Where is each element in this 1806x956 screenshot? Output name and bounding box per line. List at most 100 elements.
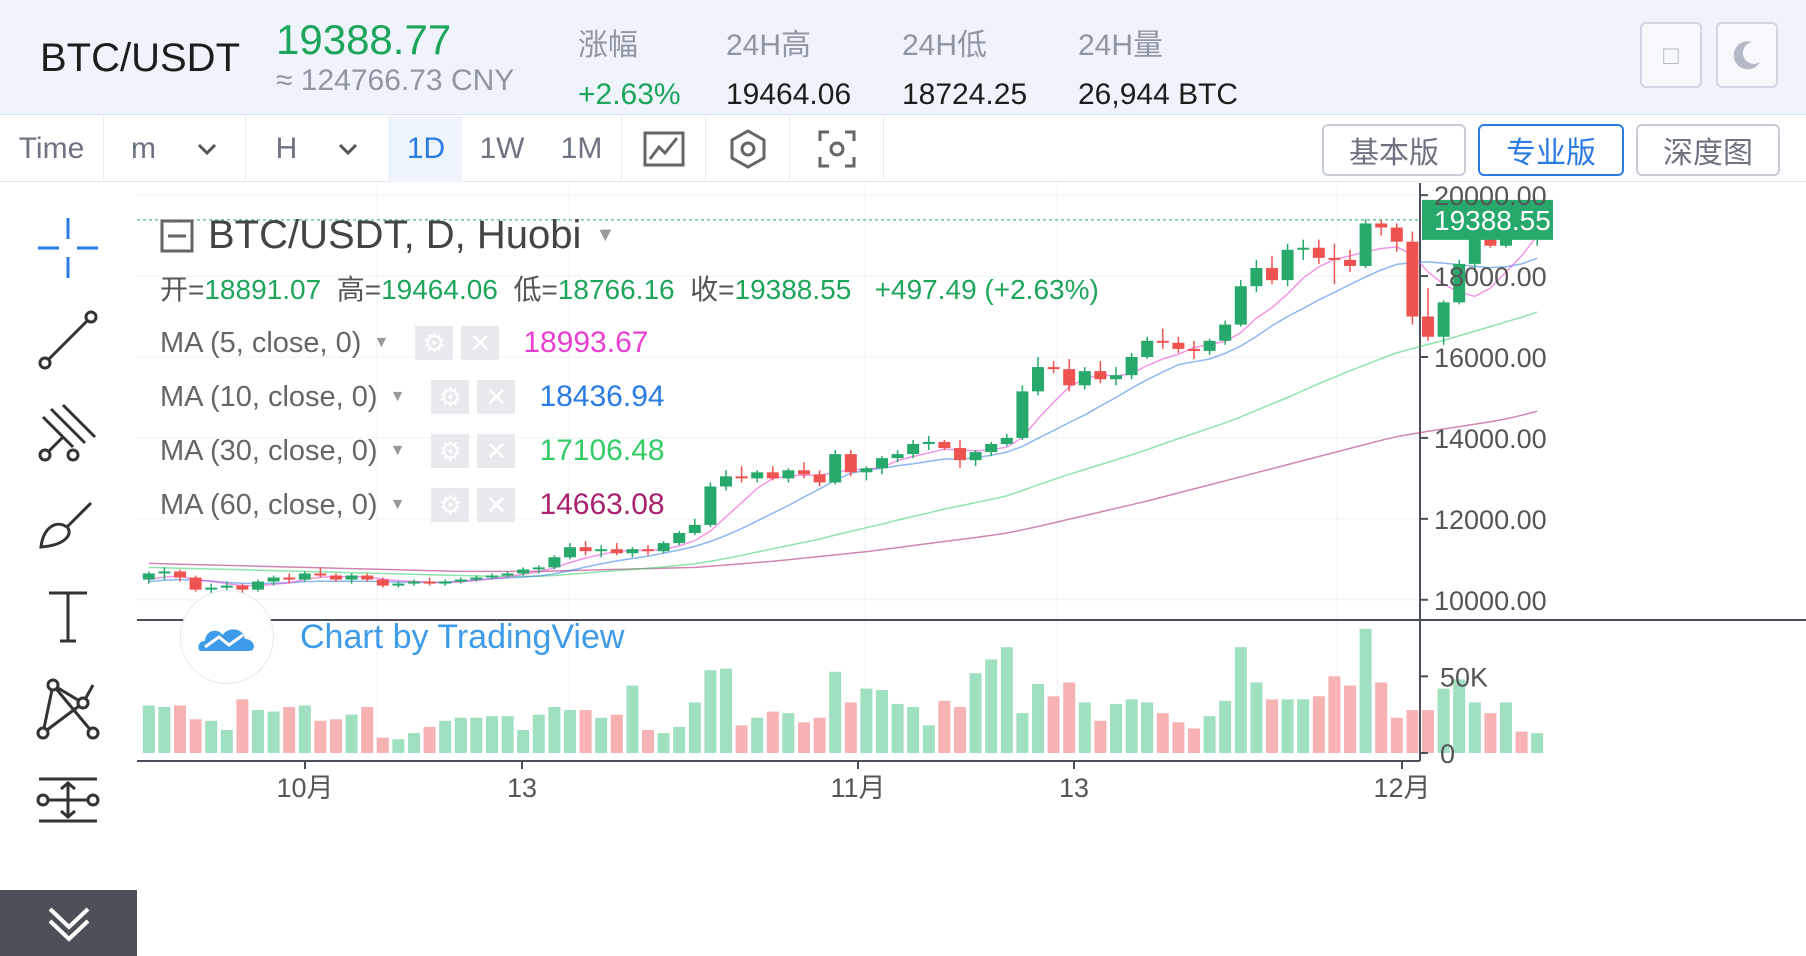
candle-body bbox=[907, 443, 920, 455]
gear-icon[interactable]: ⚙ bbox=[431, 488, 470, 522]
candle-body bbox=[454, 579, 467, 582]
volume-bar bbox=[954, 707, 966, 753]
volume-bar bbox=[189, 719, 202, 753]
chart-legend: BTC/USDT, D, Huobi ▼ 开=18891.07 高=19464.… bbox=[160, 213, 1099, 308]
hour-dropdown[interactable]: H bbox=[246, 116, 390, 182]
candle-body bbox=[751, 472, 764, 479]
fork-tool[interactable] bbox=[30, 397, 106, 467]
stat-24h-volume: 24H量 26,944 BTC bbox=[1078, 20, 1238, 112]
time-label: Time bbox=[0, 116, 104, 182]
volume-bar bbox=[1000, 647, 1013, 753]
candle-body bbox=[1344, 259, 1356, 266]
interval-1w[interactable]: 1W bbox=[479, 132, 525, 165]
volume-bar bbox=[688, 702, 701, 753]
ma5-line bbox=[148, 235, 1538, 587]
camera-icon bbox=[818, 130, 855, 168]
close-icon[interactable]: ✕ bbox=[477, 434, 516, 468]
tradingview-watermark[interactable]: Chart by TradingView bbox=[180, 590, 624, 684]
volume-bar bbox=[532, 714, 545, 753]
stat-24h-low: 24H低 18724.25 bbox=[902, 20, 1027, 112]
collapse-legend-icon[interactable] bbox=[160, 219, 194, 253]
crosshair-tool[interactable] bbox=[30, 213, 106, 283]
cny-price: ≈ 124766.73 CNY bbox=[276, 64, 515, 97]
basic-version-button[interactable]: 基本版 bbox=[1322, 124, 1466, 176]
volume-bar bbox=[1312, 696, 1325, 753]
chevron-down-icon[interactable]: ▼ bbox=[595, 224, 616, 246]
volume-bar bbox=[1188, 728, 1200, 753]
volume-bar bbox=[782, 713, 795, 753]
volume-bar bbox=[564, 710, 576, 753]
chevron-down-icon[interactable]: ▼ bbox=[389, 442, 406, 459]
close-icon[interactable]: ✕ bbox=[477, 488, 516, 522]
double-chevron-down-icon bbox=[48, 907, 89, 942]
crosshair-icon bbox=[38, 218, 98, 278]
gear-icon[interactable]: ⚙ bbox=[431, 434, 470, 468]
volume-bar bbox=[673, 726, 686, 753]
volume-bar bbox=[735, 725, 748, 753]
time-tick-label: 13 bbox=[507, 773, 537, 803]
time-tick-label: 10月 bbox=[276, 773, 333, 803]
indicators-button[interactable] bbox=[622, 116, 706, 182]
chevron-down-icon[interactable]: ▼ bbox=[373, 334, 390, 351]
gear-icon[interactable]: ⚙ bbox=[415, 326, 454, 360]
candle-body bbox=[1406, 241, 1419, 317]
volume-bar bbox=[1266, 699, 1278, 753]
chevron-down-icon[interactable]: ▼ bbox=[389, 496, 406, 513]
volume-bar bbox=[376, 737, 389, 753]
candle-body bbox=[236, 585, 249, 590]
close-label: 收= bbox=[690, 274, 735, 305]
chevron-down-icon[interactable]: ▼ bbox=[389, 388, 406, 405]
watermark-text: Chart by TradingView bbox=[300, 617, 625, 656]
volume-bar bbox=[1328, 676, 1341, 753]
collapse-sidebar-button[interactable] bbox=[0, 890, 137, 956]
depth-chart-button[interactable]: 深度图 bbox=[1636, 124, 1780, 176]
close-icon[interactable]: ✕ bbox=[477, 380, 516, 414]
ma-label: MA (10, close, 0) bbox=[160, 380, 378, 413]
volume-bar bbox=[361, 707, 374, 753]
candle-body bbox=[330, 575, 342, 580]
candle-body bbox=[1266, 267, 1278, 281]
tradingview-logo-icon bbox=[180, 590, 274, 684]
interval-1m[interactable]: 1M bbox=[542, 116, 622, 182]
pitchfork-icon bbox=[38, 403, 97, 462]
measure-tool[interactable] bbox=[30, 765, 106, 835]
chevron-down-icon bbox=[197, 143, 217, 156]
volume-bar bbox=[1437, 688, 1450, 753]
ma-value: 18436.94 bbox=[539, 380, 665, 413]
gear-icon[interactable]: ⚙ bbox=[431, 380, 470, 414]
candle-body bbox=[704, 486, 717, 525]
candle-body bbox=[969, 452, 982, 461]
volume-bar bbox=[1453, 679, 1466, 753]
price-chart[interactable]: 19388.5520000.0018000.0016000.0014000.00… bbox=[137, 183, 1806, 956]
volume-bar bbox=[174, 705, 186, 753]
candle-body bbox=[1234, 286, 1247, 325]
close-icon[interactable]: ✕ bbox=[461, 326, 500, 360]
pro-version-button[interactable]: 专业版 bbox=[1478, 124, 1624, 176]
volume-bar bbox=[1125, 699, 1138, 753]
candle-body bbox=[1188, 348, 1200, 351]
candle-body bbox=[1125, 356, 1138, 376]
settings-button[interactable] bbox=[706, 116, 790, 182]
price-tick-label: 12000.00 bbox=[1434, 505, 1547, 535]
trend-line-tool[interactable] bbox=[30, 305, 106, 375]
volume-bar bbox=[657, 733, 670, 753]
minute-dropdown[interactable]: m bbox=[104, 116, 246, 182]
fullscreen-button[interactable]: □ bbox=[1640, 22, 1702, 88]
volume-bar bbox=[1281, 699, 1294, 753]
candle-body bbox=[1000, 437, 1013, 444]
volume-bar bbox=[1234, 647, 1247, 753]
volume-bar bbox=[236, 699, 249, 753]
candle-body bbox=[922, 441, 935, 444]
night-mode-button[interactable] bbox=[1716, 22, 1778, 88]
text-tool[interactable] bbox=[30, 581, 106, 651]
pattern-tool[interactable] bbox=[30, 673, 106, 743]
ohlc-row: 开=18891.07 高=19464.06 低=18766.16 收=19388… bbox=[160, 268, 1099, 308]
interval-1d[interactable]: 1D bbox=[390, 116, 462, 182]
ma-value: 18993.67 bbox=[523, 326, 649, 359]
candle-body bbox=[860, 468, 873, 473]
screenshot-button[interactable] bbox=[790, 116, 884, 182]
volume-bar bbox=[876, 690, 888, 753]
stat-change: 涨幅 +2.63% bbox=[578, 20, 681, 112]
last-price-tag bbox=[1422, 199, 1553, 240]
brush-tool[interactable] bbox=[30, 489, 106, 559]
